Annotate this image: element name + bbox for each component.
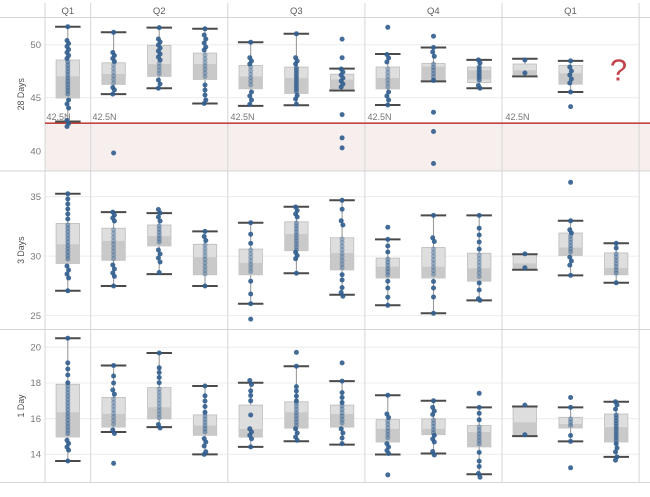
svg-text:42.5N: 42.5N <box>368 112 392 122</box>
svg-text:40: 40 <box>30 146 41 157</box>
svg-text:45: 45 <box>30 93 41 104</box>
svg-text:42.5N: 42.5N <box>93 112 117 122</box>
svg-text:?: ? <box>610 53 627 88</box>
svg-text:Q1: Q1 <box>61 6 74 17</box>
svg-text:Q4: Q4 <box>427 6 440 17</box>
svg-text:Q1: Q1 <box>564 6 577 17</box>
svg-text:Q3: Q3 <box>290 6 303 17</box>
svg-text:20: 20 <box>30 343 41 354</box>
svg-text:35: 35 <box>30 192 41 203</box>
svg-text:16: 16 <box>30 414 41 425</box>
svg-text:28 Days: 28 Days <box>16 77 26 110</box>
svg-text:14: 14 <box>30 450 41 461</box>
svg-text:42.5N: 42.5N <box>231 112 255 122</box>
svg-text:42.5N: 42.5N <box>506 112 530 122</box>
svg-text:Q2: Q2 <box>153 6 166 17</box>
svg-text:42.5N: 42.5N <box>47 112 71 122</box>
svg-text:1 Day: 1 Day <box>16 394 26 418</box>
svg-text:18: 18 <box>30 378 41 389</box>
svg-text:50: 50 <box>30 40 41 51</box>
svg-text:30: 30 <box>30 251 41 262</box>
svg-text:3 Days: 3 Days <box>16 236 26 264</box>
svg-text:25: 25 <box>30 311 41 322</box>
